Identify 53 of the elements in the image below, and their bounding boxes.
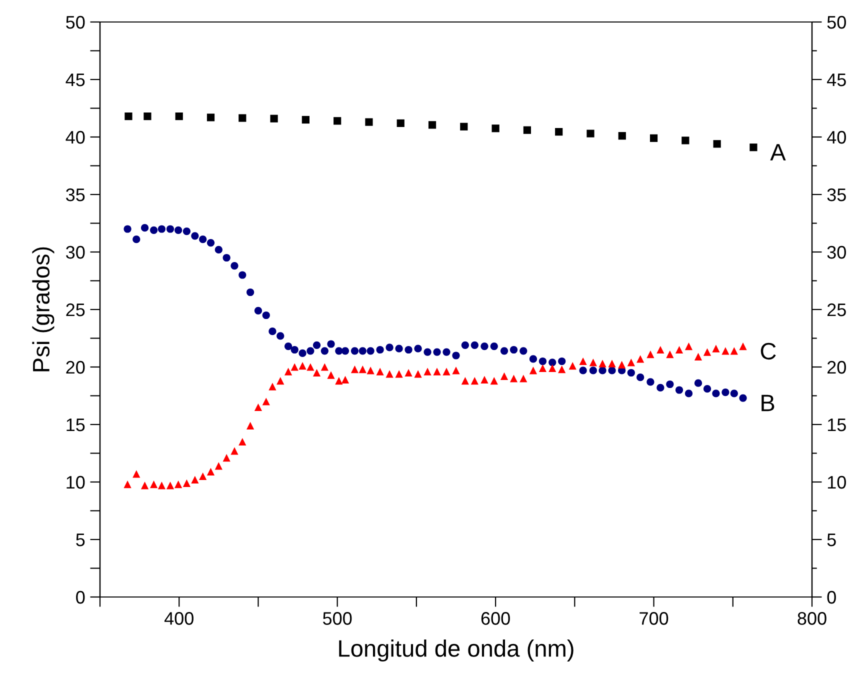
point <box>175 112 183 120</box>
point <box>396 119 404 128</box>
y2-tick-label: 30 <box>827 246 846 259</box>
y-axis-title: Psi (grados) <box>32 247 54 372</box>
y2-tick-label: 20 <box>827 360 846 374</box>
x-tick-label: 700 <box>640 612 668 625</box>
point <box>750 144 758 152</box>
y-tick-label: 45 <box>66 74 85 86</box>
x-tick-label: 800 <box>798 612 826 625</box>
y2-tick-label: 10 <box>828 476 846 489</box>
series-label: A <box>770 144 786 160</box>
y2-tick-label: 35 <box>827 188 846 202</box>
point <box>682 136 690 144</box>
y-tick-label: 30 <box>66 246 85 259</box>
point <box>618 132 626 140</box>
series-label: B <box>762 394 774 412</box>
y2-tick-label: 5 <box>827 534 836 546</box>
y-tick-label: 5 <box>76 534 85 546</box>
y2-tick-label: 15 <box>828 418 846 432</box>
x-tick-label: 400 <box>164 612 194 625</box>
point <box>428 121 436 129</box>
point <box>460 122 468 130</box>
y2-tick-label: 0 <box>827 590 836 604</box>
y-tick-label: 15 <box>66 418 85 432</box>
point <box>523 126 532 134</box>
point <box>302 116 310 124</box>
point <box>713 140 721 148</box>
point <box>334 117 342 125</box>
point <box>365 118 373 126</box>
point <box>555 128 563 136</box>
x-tick-label: 600 <box>481 612 510 625</box>
x-tick-label: 500 <box>322 612 352 625</box>
y-tick-label: 40 <box>66 130 85 144</box>
y2-tick-label: 40 <box>827 130 846 144</box>
point <box>270 114 278 122</box>
y-tick-label: 35 <box>66 188 85 202</box>
x-axis-title: Longitud de onda (nm) <box>339 640 574 662</box>
point <box>650 134 658 142</box>
y2-tick-label: 50 <box>827 16 846 29</box>
point <box>586 130 594 138</box>
y-tick-label: 25 <box>66 303 85 316</box>
y-tick-label: 0 <box>76 590 85 604</box>
point <box>144 112 152 120</box>
point <box>124 112 132 120</box>
point <box>206 114 215 122</box>
y-tick-label: 50 <box>66 16 85 29</box>
y2-tick-label: 25 <box>827 303 846 316</box>
point <box>492 124 500 132</box>
point <box>238 114 246 122</box>
series-label: C <box>760 342 776 360</box>
y-tick-label: 20 <box>66 360 85 374</box>
y-tick-label: 10 <box>66 476 85 489</box>
y2-tick-label: 45 <box>827 74 846 86</box>
